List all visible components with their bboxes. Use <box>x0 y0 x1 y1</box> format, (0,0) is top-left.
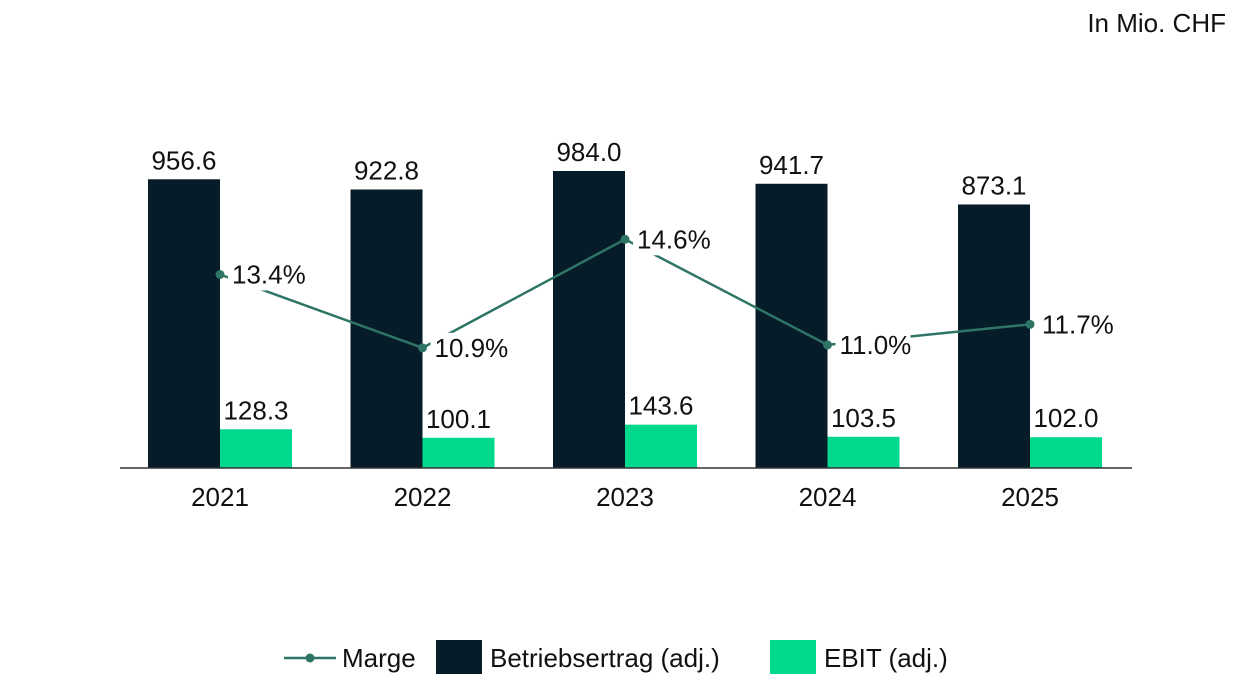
bar-ebit-2024 <box>827 436 900 468</box>
bar-betriebsertrag-2025 <box>958 204 1030 468</box>
marge-label-bg-2022 <box>430 332 506 364</box>
label-ebit-2023: 143.6 <box>628 391 693 421</box>
margin-line-series: 13.4% 10.9% 14.6% 11.0% 11.7% <box>215 224 1114 364</box>
x-tick-2022: 2022 <box>394 482 452 512</box>
ebit-bars <box>220 424 1102 468</box>
x-tick-2024: 2024 <box>799 482 857 512</box>
label-betriebsertrag-2023: 984.0 <box>556 137 621 167</box>
marge-label-bg-2023 <box>633 224 708 256</box>
unit-label: In Mio. CHF <box>1087 8 1226 38</box>
bar-betriebsertrag-2022 <box>350 189 423 468</box>
legend-ebit-swatch <box>770 640 816 674</box>
label-betriebsertrag-2021: 956.6 <box>151 145 216 175</box>
bar-ebit-2025 <box>1030 437 1102 468</box>
label-marge-2024: 11.0% <box>840 330 912 360</box>
marge-label-bg-2021 <box>228 259 303 291</box>
x-tick-2023: 2023 <box>596 482 654 512</box>
label-marge-2025: 11.7% <box>1042 309 1114 339</box>
bar-betriebsertrag-2021 <box>148 179 220 468</box>
marge-point-2023 <box>620 234 630 244</box>
label-betriebsertrag-2024: 941.7 <box>759 150 824 180</box>
label-ebit-2025: 102.0 <box>1033 403 1098 433</box>
legend-ebit-label: EBIT (adj.) <box>824 643 948 673</box>
legend: Marge Betriebsertrag (adj.) EBIT (adj.) <box>284 640 948 674</box>
bar-ebit-2021 <box>220 429 292 468</box>
marge-point-2025 <box>1025 319 1035 329</box>
label-marge-2022: 10.9% <box>435 333 509 363</box>
marge-label-bg-2024 <box>835 329 911 361</box>
marge-point-2024 <box>823 340 832 350</box>
label-marge-2023: 14.6% <box>637 224 711 254</box>
label-ebit-2022: 100.1 <box>426 404 491 434</box>
marge-point-2021 <box>215 270 225 279</box>
legend-betriebsertrag-swatch <box>436 640 482 674</box>
label-ebit-2024: 103.5 <box>831 403 896 433</box>
x-tick-2021: 2021 <box>191 482 249 512</box>
x-axis: 2021 2022 2023 2024 2025 <box>120 467 1132 512</box>
data-labels: 956.6 128.3 922.8 100.1 984.0 143.6 941.7 103.5… <box>151 137 1098 434</box>
legend-marge-marker <box>305 653 315 663</box>
label-betriebsertrag-2025: 873.1 <box>961 170 1026 200</box>
marge-label-bg-2025 <box>1038 309 1113 341</box>
label-marge-2021: 13.4% <box>232 260 306 290</box>
label-betriebsertrag-2022: 922.8 <box>354 155 419 185</box>
x-tick-2025: 2025 <box>1001 482 1059 512</box>
bar-ebit-2023 <box>625 424 697 468</box>
legend-marge-label: Marge <box>342 643 416 673</box>
bar-betriebsertrag-2023 <box>553 171 625 468</box>
marge-point-2022 <box>418 343 427 353</box>
legend-betriebsertrag-label: Betriebsertrag (adj.) <box>490 643 720 673</box>
label-ebit-2021: 128.3 <box>223 395 288 425</box>
bar-ebit-2022 <box>422 437 495 468</box>
